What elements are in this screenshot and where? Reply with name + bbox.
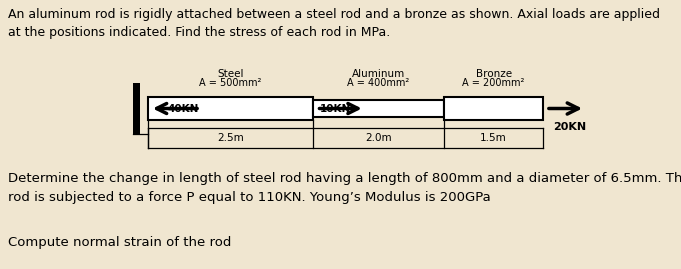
Text: Compute normal strain of the rod: Compute normal strain of the rod [8,236,232,249]
Bar [313,100,444,117]
Text: 20KN: 20KN [553,122,586,133]
Text: Determine the change in length of steel rod having a length of 800mm and a diame: Determine the change in length of steel … [8,172,681,204]
Text: 1.5m: 1.5m [480,133,507,143]
Text: A = 400mm²: A = 400mm² [347,78,409,88]
Text: An aluminum rod is rigidly attached between a steel rod and a bronze as shown. A: An aluminum rod is rigidly attached betw… [8,8,660,39]
Text: 2.0m: 2.0m [365,133,392,143]
Text: Aluminum: Aluminum [352,69,405,79]
Bar [444,97,543,120]
Bar [133,83,140,134]
Text: 2.5m: 2.5m [217,133,244,143]
Text: A = 500mm²: A = 500mm² [199,78,262,88]
Text: A = 200mm²: A = 200mm² [462,78,525,88]
Bar [148,97,313,120]
Text: Bronze: Bronze [475,69,511,79]
Text: 40KN: 40KN [168,104,200,114]
Text: 10KN: 10KN [319,104,351,114]
Text: Steel: Steel [217,69,244,79]
